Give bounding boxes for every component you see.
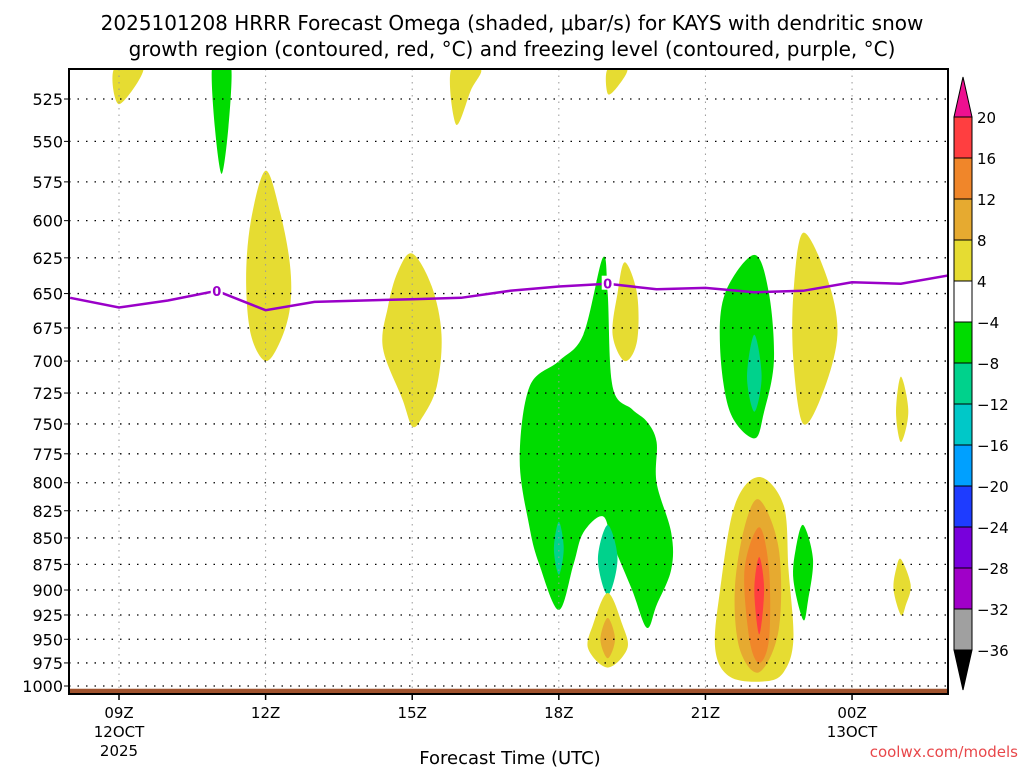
credit-text: coolwx.com/models [870,743,1018,761]
colorbar-swatch [953,403,973,446]
x-tick-label: 00Z [837,704,866,722]
omega-region-yellow-1930z-top [605,69,628,95]
colorbar-label: −24 [977,519,1009,537]
omega-region-yellow-1630z-top [449,69,482,125]
omega-region-gold-19z-low [600,617,615,659]
colorbar-swatch [953,567,973,610]
colorbar-swatch [953,608,973,651]
omega-region-green-2330z [793,524,814,621]
y-tick-label: 775 [32,445,63,464]
omega-region-green-11z-top [211,69,232,174]
colorbar-label: −16 [977,437,1009,455]
colorbar-swatch [953,321,973,364]
colorbar-swatch [953,198,973,241]
freezing-label-bg [210,282,223,297]
y-tick-label: 625 [32,249,63,268]
colorbar-swatch [953,362,973,405]
colorbar-swatch [953,116,973,159]
y-tick-label: 925 [32,606,63,625]
freezing-level-label: 0 [603,278,612,293]
x-axis-label: Forecast Time (UTC) [419,748,600,768]
omega-region-yellow-01z-mid [896,376,909,442]
omega-shading [112,69,911,682]
colorbar-label: 16 [977,150,996,168]
omega-region-yellow-01z-low [893,558,911,616]
y-tick-label: 650 [32,285,63,304]
y-tick-label: 525 [32,90,63,109]
chart-title-line-1: 2025101208 HRRR Forecast Omega (shaded, … [101,11,924,35]
colorbar-under-arrow [953,649,973,691]
x-tick-label: 21Z [691,704,720,722]
surface-ground [69,688,948,694]
x-tick-label: 12OCT [94,723,145,741]
omega-region-yellow-20z-sliver [612,262,639,362]
x-tick-label: 13OCT [827,723,878,741]
colorbar-label: 4 [977,273,987,291]
colorbar-swatch [953,444,973,487]
y-tick-label: 600 [32,212,63,231]
omega-region-teal-18z [553,521,564,575]
freezing-label-bg [601,275,614,290]
y-tick-label: 850 [32,529,63,548]
y-tick-label: 675 [32,319,63,338]
colorbar-swatch [953,239,973,282]
omega-region-yellow-12z [246,170,292,362]
omega-region-yellow-09z-top [112,69,144,105]
y-tick-label: 725 [32,384,63,403]
colorbar-label: −12 [977,396,1009,414]
omega-region-green-2130z [719,254,775,439]
x-tick-label: 15Z [398,704,427,722]
freezing-level-label: 0 [212,285,221,300]
y-axis: 525 550 575 600 625 650 675 700 725 750 775 800 825 8… [22,90,69,696]
x-tick-label: 09Z [104,704,133,722]
plot-frame [68,68,949,695]
y-tick-label: 750 [32,415,63,434]
omega-region-red-22z-core [754,557,765,635]
colorbar-over-arrow [953,76,973,118]
y-tick-label: 875 [32,555,63,574]
grid-lines [69,69,948,694]
colorbar-label: −4 [977,314,999,332]
colorbar-label: −28 [977,560,1009,578]
x-tick-label: 12Z [251,704,280,722]
y-tick-label: 950 [32,630,63,649]
colorbar-label: 8 [977,232,987,250]
y-tick-label: 700 [32,352,63,371]
colorbar-label: 12 [977,191,996,209]
colorbar-label: −8 [977,355,999,373]
chart-title-line-2: growth region (contoured, red, °C) and f… [129,37,896,61]
colorbar-label: 20 [977,109,996,127]
x-tick-label: 2025 [100,742,138,760]
colorbar: 20 16 12 8 4 −4 −8 −12 −16 −20 −24 −28 −32 −36 [953,76,1009,691]
x-tick-label: 18Z [544,704,573,722]
y-tick-label: 800 [32,474,63,493]
colorbar-swatch [953,485,973,528]
y-tick-label: 1000 [22,677,63,696]
colorbar-swatch [953,526,973,569]
omega-region-teal-20z [597,525,618,596]
y-tick-label: 900 [32,581,63,600]
y-tick-label: 825 [32,502,63,521]
colorbar-swatch [953,280,973,323]
colorbar-label: −20 [977,478,1009,496]
y-tick-label: 575 [32,173,63,192]
y-tick-label: 975 [32,654,63,673]
y-tick-label: 550 [32,132,63,151]
colorbar-label: −32 [977,601,1009,619]
colorbar-swatch [953,157,973,200]
omega-region-yellow-15z [382,253,442,428]
omega-region-green-18z-big [519,256,674,628]
surface-layer [69,688,948,694]
omega-region-yellow-2230z [792,232,838,425]
colorbar-label: −36 [977,642,1009,660]
